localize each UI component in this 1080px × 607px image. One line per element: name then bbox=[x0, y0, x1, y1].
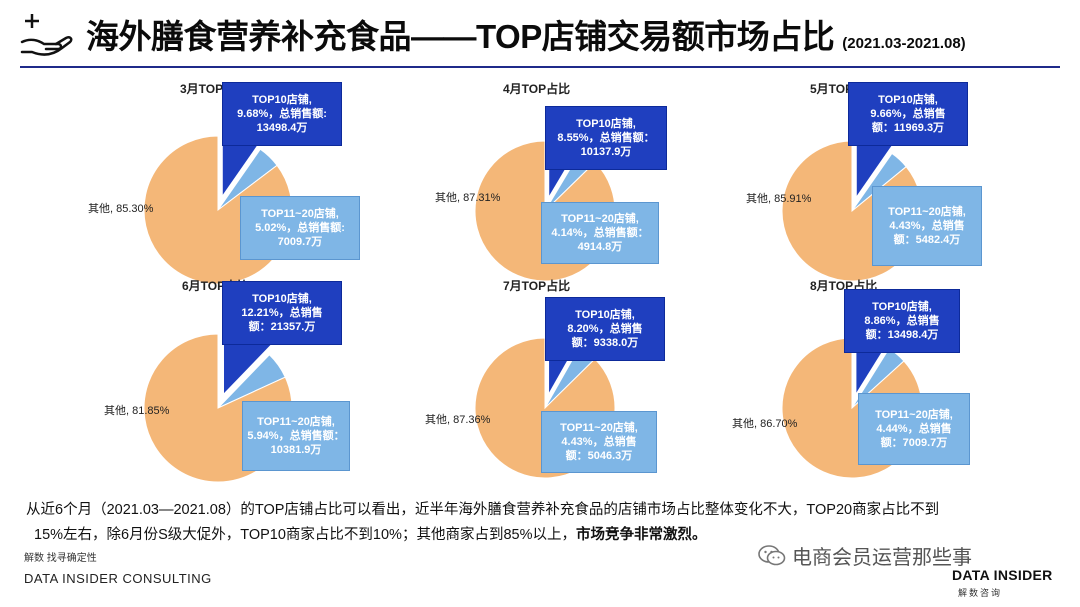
summary-line-1: 从近6个月（2021.03—2021.08）的TOP店铺占比可以看出，近半年海外… bbox=[26, 502, 940, 518]
summary-emphasis: 市场竞争非常激烈。 bbox=[575, 527, 707, 543]
label-top10: TOP10店铺, 12.21%，总销售 额：21357.万 bbox=[222, 281, 342, 345]
footer-brand: DATA INSIDER CONSULTING bbox=[24, 571, 212, 586]
label-top10: TOP10店铺, 8.86%，总销售 额：13498.4万 bbox=[844, 289, 960, 353]
page-title: 海外膳食营养补充食品——TOP店铺交易额市场占比 (2021.03-2021.08… bbox=[86, 10, 966, 58]
label-top11-20: TOP11~20店铺, 4.44%，总销售 额：7009.7万 bbox=[858, 393, 970, 465]
label-top11-20: TOP11~20店铺, 4.14%，总销售额： 4914.8万 bbox=[541, 202, 659, 264]
label-top11-20: TOP11~20店铺, 4.43%，总销售 额：5046.3万 bbox=[541, 411, 657, 473]
label-top11-20: TOP11~20店铺, 5.02%，总销售额: 7009.7万 bbox=[240, 196, 360, 260]
pie-chart-may: 5月TOP占比 其他, 85.91% TOP10店铺, 9.66%，总销售 额：11… bbox=[712, 78, 982, 288]
period-label: (2021.03-2021.08) bbox=[842, 35, 966, 52]
label-other: 其他, 85.91% bbox=[746, 193, 812, 205]
footer-tagline: 解数 找寻确定性 bbox=[24, 553, 97, 564]
label-other: 其他, 85.30% bbox=[88, 203, 154, 215]
pie-chart-june: 6月TOP占比 其他, 81.85% TOP10店铺, 12.21%，总销售 额：2… bbox=[100, 275, 360, 485]
hand-plus-icon bbox=[20, 14, 73, 56]
label-top10: TOP10店铺, 8.20%，总销售 额：9338.0万 bbox=[545, 297, 665, 361]
label-top11-20: TOP11~20店铺, 5.94%，总销售额： 10381.9万 bbox=[242, 401, 350, 471]
label-other: 其他, 86.70% bbox=[732, 418, 798, 430]
chart-title: 4月TOP占比 bbox=[503, 82, 571, 96]
label-top10: TOP10店铺, 9.68%，总销售额: 13498.4万 bbox=[222, 82, 342, 146]
label-other: 其他, 81.85% bbox=[104, 405, 170, 417]
wechat-icon bbox=[758, 544, 786, 565]
label-top10: TOP10店铺, 9.66%，总销售 额：11969.3万 bbox=[848, 82, 968, 146]
label-other: 其他, 87.31% bbox=[435, 192, 501, 204]
wechat-account-name: 电商会员运营那些事 bbox=[792, 547, 972, 569]
data-insider-logo-sub: 解数咨询 bbox=[958, 588, 1003, 598]
pie-chart-march: 3月TOP占比 其他, 85.30% TOP10店铺, 9.68%，总销售额: 13… bbox=[88, 78, 360, 288]
summary-line-2: 15%左右，除6月份S级大促外，TOP10商家占比不到10%；其他商家占到85%… bbox=[34, 527, 576, 543]
data-insider-logo: DATA INSIDER bbox=[952, 567, 1053, 583]
summary-text: 从近6个月（2021.03—2021.08）的TOP店铺占比可以看出，近半年海外… bbox=[26, 498, 1056, 548]
pie-chart-july: 7月TOP占比其他, 87.36% TOP10店铺, 8.20%，总销售 额：93… bbox=[405, 275, 665, 485]
pie-chart-april: 4月TOP占比其他, 87.31% TOP10店铺, 8.55%，总销售额： 10… bbox=[405, 78, 667, 288]
label-top11-20: TOP11~20店铺, 4.43%，总销售 额：5482.4万 bbox=[872, 186, 982, 266]
label-other: 其他, 87.36% bbox=[425, 414, 491, 426]
label-top10: TOP10店铺, 8.55%，总销售额： 10137.9万 bbox=[545, 106, 667, 170]
wechat-watermark: 电商会员运营那些事 bbox=[758, 541, 972, 570]
header-divider bbox=[20, 66, 1060, 68]
header: 海外膳食营养补充食品——TOP店铺交易额市场占比 (2021.03-2021.08… bbox=[0, 0, 1080, 70]
chart-title: 7月TOP占比 bbox=[503, 279, 571, 293]
pie-chart-august: 8月TOP占比 其他, 86.70% TOP10店铺, 8.86%，总销售 额：13… bbox=[712, 275, 972, 485]
page-title-text: 海外膳食营养补充食品——TOP店铺交易额市场占比 bbox=[86, 18, 835, 55]
